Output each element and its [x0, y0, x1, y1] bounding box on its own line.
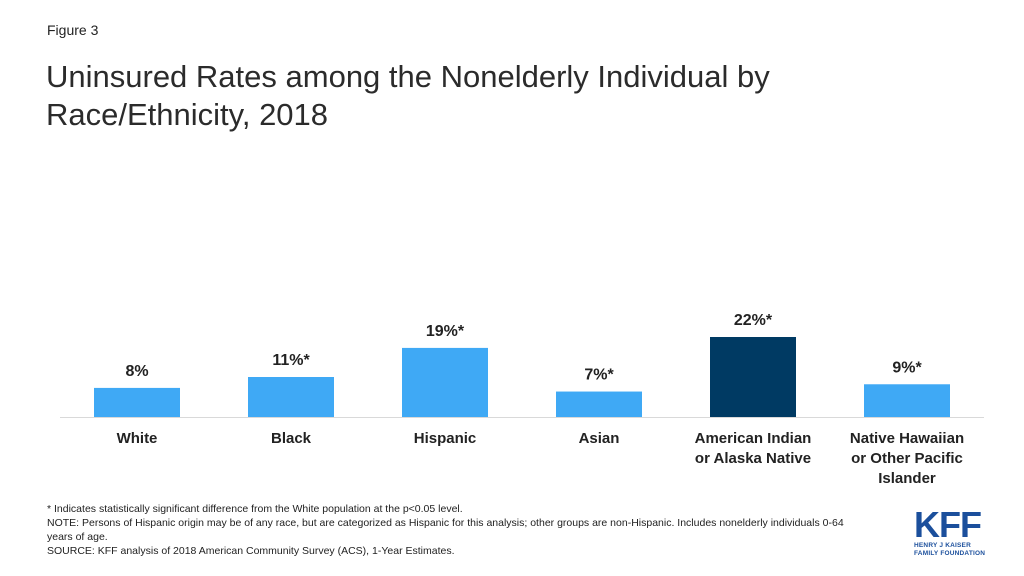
category-label: Black [271, 430, 312, 447]
category-label: Native Hawaiian [850, 430, 964, 447]
bar-chart: 8% White 11%* Black 19%* Hispanic 7%* Asian 22%*… [60, 312, 984, 487]
bar [248, 377, 334, 417]
chart-title: Uninsured Rates among the Nonelderly Ind… [46, 59, 770, 132]
data-label: 7%* [584, 367, 614, 384]
data-label: 8% [125, 363, 148, 380]
category-label: or Alaska Native [695, 450, 811, 467]
data-label: 9%* [892, 359, 922, 376]
bar [94, 387, 180, 417]
bar [402, 347, 488, 417]
logo-mark: KFF [914, 504, 982, 545]
logo-line1: HENRY J KAISER [914, 542, 971, 549]
bar [556, 391, 642, 417]
category-label: Islander [878, 470, 936, 487]
data-label: 22%* [734, 312, 773, 329]
kff-logo: KFF HENRY J KAISER FAMILY FOUNDATION [914, 504, 988, 558]
footnotes: * Indicates statistically significant di… [47, 502, 867, 558]
category-label: Asian [579, 430, 620, 447]
figure-label: Figure 3 [47, 22, 99, 38]
general-note: NOTE: Persons of Hispanic origin may be … [47, 517, 844, 543]
bar [864, 384, 950, 417]
category-label: Hispanic [414, 430, 477, 447]
significance-note: * Indicates statistically significant di… [47, 503, 463, 515]
category-label: White [117, 430, 158, 447]
category-label: or Other Pacific [851, 450, 963, 467]
logo-line2: FAMILY FOUNDATION [914, 550, 986, 557]
data-label: 11%* [272, 352, 310, 369]
data-label: 19%* [426, 323, 465, 340]
category-label: American Indian [695, 430, 812, 447]
source-note: SOURCE: KFF analysis of 2018 American Co… [47, 545, 455, 557]
bar [710, 337, 796, 417]
